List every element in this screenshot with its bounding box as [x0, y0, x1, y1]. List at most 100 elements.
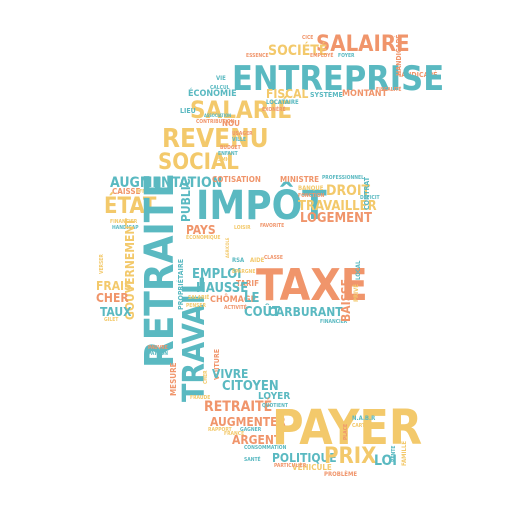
word-vivre: VIVRE	[212, 367, 249, 381]
word-droit: DROIT	[326, 183, 371, 199]
word-chomage: CHÔMAGE	[210, 295, 257, 305]
word-contrat: CONTRAT	[363, 176, 371, 210]
word-loyer: LOYER	[258, 391, 291, 402]
word-montant: MONTANT	[342, 89, 388, 99]
word-place: PLACE	[343, 423, 349, 440]
word-rsa: RSA	[232, 257, 245, 264]
word-fonction: FONCTION	[298, 193, 325, 199]
word-calcul: CALCUL	[210, 85, 230, 91]
word-france: FRANCE	[224, 431, 245, 437]
word-cotisation: COTISATION	[212, 175, 261, 184]
word-professionnel: PROFESSIONNEL	[322, 175, 364, 181]
word-politique: POLITIQUE	[272, 451, 337, 465]
word-cher: CHER	[96, 291, 129, 305]
word-taxe: TAXE	[256, 260, 368, 311]
word-baisse: BAISSE	[339, 279, 353, 322]
word-cher-small: CHER	[203, 370, 209, 384]
word-salaire: SALAIRE	[316, 32, 410, 57]
word-classe: CLASSE	[264, 255, 283, 261]
word-caisse: CAISSE	[112, 187, 141, 196]
word-smic: SMIC	[218, 157, 231, 163]
word-payer: PAYER	[272, 400, 423, 456]
word-fraude: FRAUDE	[190, 395, 211, 401]
word-fiscalite: FISCALITÉ	[376, 87, 402, 93]
word-economie: ÉCONOMIE	[188, 89, 237, 99]
word-gagner: GAGNER	[240, 427, 262, 433]
word-mesure: MESURE	[169, 362, 178, 396]
word-famille: FAMILLE	[401, 440, 408, 466]
word-local: LOCAL	[355, 260, 362, 280]
word-social: SOCIAL	[158, 150, 239, 175]
word-etat: ÉTAT	[104, 194, 157, 219]
word-cout: COÛT	[244, 305, 280, 320]
word-loisir: LOISIR	[234, 225, 251, 231]
word-argent: ARGENT	[232, 433, 282, 447]
word-augmentation: AUGMENTATION	[110, 175, 223, 191]
word-handicape-right: HANDICAPÉ	[395, 34, 403, 76]
word-loi: LOI	[374, 453, 397, 469]
word-handicape: HANDICAPÉ	[396, 71, 438, 79]
word-le: LE	[244, 291, 260, 306]
word-salarie-small: SALARIÉ	[188, 295, 210, 301]
word-deficit: DÉFICIT	[360, 195, 380, 201]
word-cice: CICE	[302, 35, 314, 41]
word-rente: RENTE	[391, 445, 397, 462]
word-financier2: FINANCIER	[320, 319, 348, 325]
word-usager: USAGER	[232, 131, 253, 137]
word-banque: BANQUE	[298, 185, 324, 192]
word-aide: AIDE	[250, 257, 265, 264]
word-public: PUBLIC	[179, 178, 193, 222]
word-prix: PRIX	[324, 444, 377, 469]
word-epargne: ÉPARGNE	[232, 269, 256, 275]
word-carburant: CARBURANT	[268, 305, 343, 319]
word-fiscal: FISCAL	[266, 87, 309, 101]
word-contribution: CONTRIBUTION	[196, 119, 235, 125]
word-augmenter: AUGMENTER	[210, 415, 286, 429]
word-retraite2: RETRAITÉ	[204, 399, 273, 415]
word-emploi: EMPLOI	[192, 267, 242, 282]
word-taux: TAUX	[100, 305, 132, 319]
word-verser: VERSER	[99, 254, 105, 274]
word-navbr: N.A.B.R	[352, 415, 376, 422]
word-impot: IMPÔT	[196, 183, 327, 229]
word-essence: ESSENCE	[246, 53, 269, 59]
word-logement: LOGEMENT	[300, 211, 372, 226]
word-ministre: MINISTRE	[280, 175, 320, 184]
word-economique: ÉCONOMIQUE	[186, 235, 221, 241]
word-entreprise: ENTREPRISE	[232, 59, 445, 99]
word-enfant: ENFANT	[218, 151, 238, 157]
word-association: ASSOCIATION	[204, 113, 232, 118]
word-consommation: CONSOMMATION	[244, 445, 287, 451]
word-agricole: AGRICOLE	[225, 237, 230, 258]
word-pays: PAYS	[186, 223, 216, 237]
word-prive: PRIVÉ	[353, 284, 360, 302]
word-financier: FINANCIER	[110, 219, 138, 225]
word-hausse: HAUSSE	[196, 281, 249, 296]
word-systeme: SYSTÈME	[310, 91, 343, 99]
word-sante: SANTÉ	[244, 457, 261, 463]
word-revenu: REVENU	[162, 124, 269, 154]
word-rapport: RAPPORT	[208, 427, 232, 433]
word-lieu: LIEU	[180, 107, 196, 115]
word-carte: CARTE	[352, 423, 369, 429]
word-particulier: PARTICULIER	[274, 463, 307, 469]
word-foyer: FOYER	[338, 53, 355, 59]
word-societe: SOCIÉTÉ	[268, 43, 328, 59]
word-travailler: TRAVAILLER	[298, 199, 377, 214]
word-probleme: PROBLÈME	[324, 471, 358, 478]
word-vie: VIE	[216, 75, 226, 82]
word-locataire: LOCATAIRE	[266, 99, 299, 106]
word-budget: BUDGET	[220, 145, 241, 151]
word-exonere: EXONÉRÉ	[262, 107, 286, 113]
word-employe: EMPLOYÉ	[310, 53, 334, 59]
word-effort: EFFORT	[136, 189, 156, 195]
word-pauvre: PAUVRE	[148, 345, 168, 351]
word-nou: NOU	[222, 119, 240, 128]
word-gilet: GILET	[104, 317, 119, 323]
word-penser: PENSER	[186, 303, 206, 309]
word-patron: PATRON	[148, 351, 169, 357]
word-frais: FRAIS	[96, 279, 132, 293]
word-ville: VILLE	[232, 137, 246, 143]
word-handicap: HANDICAP	[112, 225, 139, 231]
